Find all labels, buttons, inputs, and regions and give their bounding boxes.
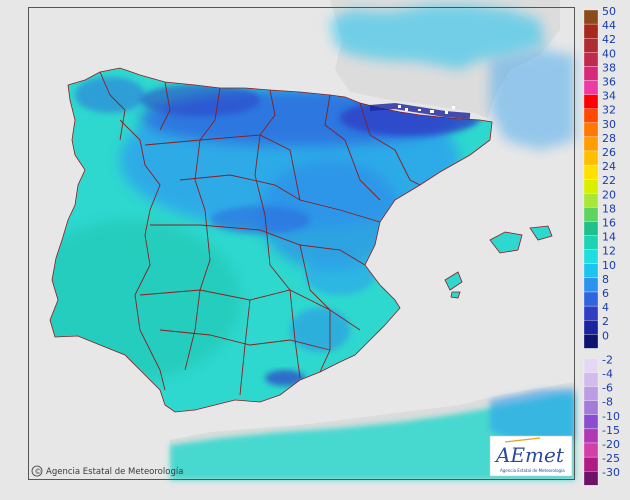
legend-label: 50	[602, 5, 616, 18]
legend-label: 18	[602, 202, 616, 215]
aemet-logo: AEmet Agencia Estatal de Meteorología	[489, 435, 573, 477]
legend-label: 34	[602, 90, 616, 103]
legend-swatch	[583, 235, 599, 250]
legend-swatch	[583, 320, 599, 335]
legend-swatch	[583, 358, 599, 373]
legend-label: 8	[602, 273, 609, 286]
legend-label: 40	[602, 47, 616, 60]
legend-label: 10	[602, 259, 616, 272]
legend-swatch	[583, 164, 599, 180]
north-africa-field	[170, 395, 575, 480]
legend-label: 38	[602, 61, 616, 74]
legend-swatch	[583, 400, 599, 415]
legend-swatch	[583, 207, 599, 222]
legend-label: -20	[602, 438, 620, 451]
map-frame	[28, 7, 575, 480]
legend-swatch	[583, 66, 599, 81]
legend-swatch	[583, 372, 599, 387]
legend-label: 24	[602, 160, 616, 173]
legend-swatch	[583, 108, 599, 123]
legend-label: 36	[602, 76, 616, 89]
legend-label: 0	[602, 329, 609, 342]
legend-swatch	[583, 150, 599, 166]
legend-label: 22	[602, 174, 616, 187]
legend-swatch	[583, 193, 599, 208]
legend-label: 16	[602, 217, 616, 230]
algeria-cool-field	[490, 388, 575, 445]
logo-wordmark: AEmet	[494, 443, 565, 467]
gulf-of-lion-field	[490, 50, 575, 150]
legend-swatch	[583, 38, 599, 53]
legend-swatch	[583, 249, 599, 264]
legend-label: 30	[602, 118, 616, 131]
legend-swatch	[583, 179, 599, 194]
legend-label: -6	[602, 382, 613, 395]
balearic-islands	[444, 225, 553, 299]
legend-swatch	[583, 23, 599, 39]
legend-label: -15	[602, 424, 620, 437]
legend-label: 12	[602, 245, 616, 258]
legend-label: 44	[602, 19, 616, 32]
cantabrian-sea-field	[330, 5, 545, 70]
legend-swatch	[583, 291, 599, 307]
legend-label: 42	[602, 33, 616, 46]
legend-label: 6	[602, 287, 609, 300]
legend-label: 26	[602, 146, 616, 159]
legend-swatch	[583, 52, 599, 67]
legend-swatch	[583, 305, 599, 321]
legend-swatch	[583, 386, 599, 401]
legend-label: 4	[602, 301, 609, 314]
logo-subtitle: Agencia Estatal de Meteorología	[500, 468, 565, 473]
legend-swatch	[583, 80, 599, 95]
legend-label: 2	[602, 315, 609, 328]
legend-swatch	[583, 122, 599, 138]
legend-label: -4	[602, 368, 613, 381]
legend-swatch	[583, 277, 599, 293]
credit: © Agencia Estatal de Meteorología	[31, 465, 183, 477]
legend-label: 32	[602, 104, 616, 117]
legend-label: -2	[602, 353, 613, 366]
legend-label: -10	[602, 410, 620, 423]
legend-swatch	[583, 428, 599, 444]
legend-swatch	[583, 221, 599, 236]
province-borders	[99, 71, 421, 396]
legend-swatch	[583, 414, 599, 430]
legend-label: -25	[602, 452, 620, 465]
legend-swatch	[583, 442, 599, 458]
legend-label: -30	[602, 466, 620, 479]
legend-swatch	[583, 456, 599, 472]
legend-swatch	[583, 471, 599, 486]
legend: 5044424038363432302826242220181614121086…	[583, 5, 620, 486]
legend-label: 20	[602, 188, 616, 201]
iberia-coastline	[49, 67, 493, 413]
legend-swatch	[583, 334, 599, 349]
legend-label: -8	[602, 396, 613, 409]
copyright-symbol: ©	[35, 468, 42, 476]
legend-swatch	[583, 94, 599, 109]
legend-swatch	[583, 9, 599, 25]
credit-text: Agencia Estatal de Meteorología	[46, 467, 183, 477]
legend-label: 28	[602, 132, 616, 145]
snow-peaks	[398, 105, 455, 114]
legend-label: 14	[602, 231, 616, 244]
legend-swatch	[583, 263, 599, 279]
legend-swatch	[583, 136, 599, 152]
